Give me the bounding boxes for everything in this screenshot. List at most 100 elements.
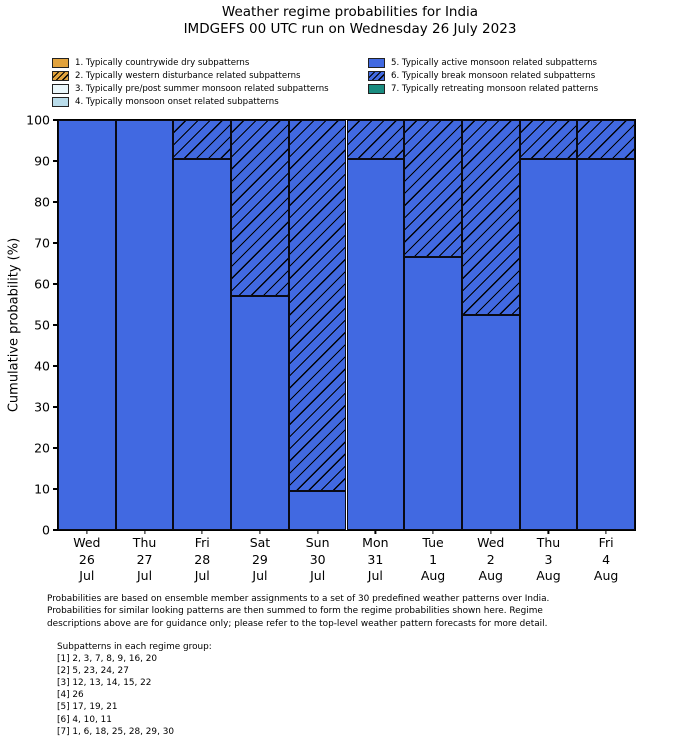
x-tick-label: Tue 1 Aug (421, 535, 445, 585)
legend-column-right: 5. Typically active monsoon related subp… (368, 56, 598, 95)
legend-item: 1. Typically countrywide dry subpatterns (52, 56, 329, 69)
x-tick-label-line: Wed (73, 535, 101, 550)
x-tick-mark (374, 530, 376, 534)
x-tick-label-line: Sat (249, 535, 271, 550)
x-tick-label: Thu 27 Jul (133, 535, 156, 585)
y-tick-mark (53, 365, 57, 367)
y-tick-label: 0 (42, 522, 50, 538)
y-tick-mark (53, 160, 57, 162)
y-tick-label: 10 (34, 481, 50, 497)
legend-swatch-icon (52, 70, 69, 81)
y-tick-label: 30 (34, 399, 50, 415)
plot-area: 0 10 20 30 40 50 60 70 80 90 100 Wed 26 Jul Thu 27 Jul Fr… (26, 113, 636, 583)
y-tick-mark (53, 242, 57, 244)
x-tick-label-line: 4 (602, 551, 611, 567)
legend-item: 2. Typically western disturbance related… (52, 69, 329, 82)
bar-segment-break-monsoon (461, 120, 520, 316)
legend-swatch-icon (368, 83, 385, 94)
legend-swatch-icon (368, 57, 385, 68)
x-tick-mark (201, 530, 203, 534)
subpatterns-heading: Subpatterns in each regime group: (57, 642, 212, 652)
x-tick-mark (259, 530, 261, 534)
legend-item: 3. Typically pre/post summer monsoon rel… (52, 82, 329, 95)
y-tick-mark (53, 529, 57, 531)
legend-item-label: 4. Typically monsoon onset related subpa… (75, 96, 279, 107)
x-tick-label-line: Sun (305, 535, 330, 550)
bar-segment-active-monsoon (404, 256, 462, 530)
y-tick-label: 100 (26, 112, 50, 128)
bar-segment-break-monsoon (519, 120, 578, 159)
x-tick-label-line: Wed (477, 535, 505, 550)
x-tick-mark (605, 530, 607, 534)
legend-item-label: 7. Typically retreating monsoon related … (391, 83, 599, 94)
legend-item-label: 3. Typically pre/post summer monsoon rel… (75, 83, 329, 94)
legend-item-label: 5. Typically active monsoon related subp… (391, 57, 598, 68)
y-tick-label: 90 (34, 153, 50, 169)
y-tick-mark (53, 324, 57, 326)
x-tick-label-line: Jul (194, 568, 210, 583)
x-tick-label-line: Aug (593, 568, 619, 583)
subpattern-line: [2] 5, 23, 24, 27 (57, 666, 129, 677)
x-tick-label-line: Fri (194, 535, 210, 550)
y-tick-label: 20 (34, 440, 50, 456)
x-tick-label-line: 27 (136, 551, 153, 567)
legend-item: 4. Typically monsoon onset related subpa… (52, 95, 329, 108)
legend-swatch-icon (52, 83, 69, 94)
x-tick-label-line: Thu (536, 535, 561, 550)
x-tick-label-line: 1 (429, 551, 438, 567)
x-tick-mark (432, 530, 434, 534)
x-tick-label-line: 30 (309, 551, 326, 567)
bar-segment-active-monsoon (231, 295, 289, 530)
y-tick-mark (53, 283, 57, 285)
bar-segment-active-monsoon (346, 158, 405, 530)
x-tick-label: Sat 29 Jul (250, 535, 271, 585)
x-tick-label-line: 31 (367, 551, 384, 567)
bar-segment-active-monsoon (58, 120, 116, 530)
x-tick-mark (143, 530, 146, 534)
x-tick-mark (86, 530, 88, 534)
chart-title-line1: Weather regime probabilities for India (221, 4, 479, 20)
y-tick-label: 50 (34, 317, 50, 333)
legend-item-label: 6. Typically break monsoon related subpa… (391, 70, 596, 81)
bar-segment-active-monsoon (519, 158, 578, 530)
x-tick-label-line: Jul (136, 568, 153, 583)
x-tick-label-line: 26 (78, 551, 95, 567)
y-tick-mark (53, 406, 57, 408)
bar-segment-break-monsoon (231, 120, 289, 296)
footnote-line: Probabilities for similar looking patter… (47, 606, 543, 617)
bar-segment-active-monsoon (173, 158, 232, 530)
subpattern-line: [4] 26 (57, 690, 84, 701)
bar-segment-break-monsoon (577, 120, 635, 159)
y-tick-mark (53, 447, 57, 449)
x-tick-label-line: Aug (420, 568, 446, 583)
subpattern-line: [6] 4, 10, 11 (57, 714, 112, 725)
legend-item: 7. Typically retreating monsoon related … (368, 82, 598, 95)
y-tick-label: 60 (34, 276, 50, 292)
subpattern-line: [5] 17, 19, 21 (57, 702, 118, 713)
legend-item: 6. Typically break monsoon related subpa… (368, 69, 598, 82)
x-tick-label-line: 28 (194, 551, 211, 567)
subpatterns-list: Subpatterns in each regime group: [1] 2,… (57, 641, 212, 738)
legend-swatch-icon (52, 57, 69, 68)
bar-segment-break-monsoon (173, 120, 232, 159)
x-tick-label: Thu 3 Aug (536, 535, 560, 585)
legend-item-label: 1. Typically countrywide dry subpatterns (75, 57, 250, 68)
x-tick-label-line: Aug (536, 568, 561, 583)
chart-title-line2: IMDGEFS 00 UTC run on Wednesday 26 July … (183, 20, 517, 37)
chart-title: Weather regime probabilities for India I… (0, 4, 700, 37)
subpattern-line: [7] 1, 6, 18, 25, 28, 29, 30 (57, 726, 175, 737)
footnote-text: Probabilities are based on ensemble memb… (47, 593, 549, 630)
x-tick-label-line: Aug (478, 568, 503, 583)
bar-segment-break-monsoon (404, 120, 462, 257)
x-tick-label-line: 3 (544, 551, 553, 567)
x-tick-label: Mon 31 Jul (362, 535, 388, 585)
x-tick-label: Fri 28 Jul (194, 535, 210, 585)
y-tick-mark (53, 488, 57, 490)
x-tick-label: Fri 4 Aug (594, 535, 618, 585)
x-tick-label: Wed 26 Jul (73, 535, 100, 585)
bar-segment-active-monsoon (288, 491, 347, 530)
x-tick-label-line: Tue (422, 535, 444, 550)
bar-segment-active-monsoon (115, 120, 174, 530)
x-tick-label-line: Jul (79, 568, 95, 583)
y-tick-mark (53, 201, 57, 203)
